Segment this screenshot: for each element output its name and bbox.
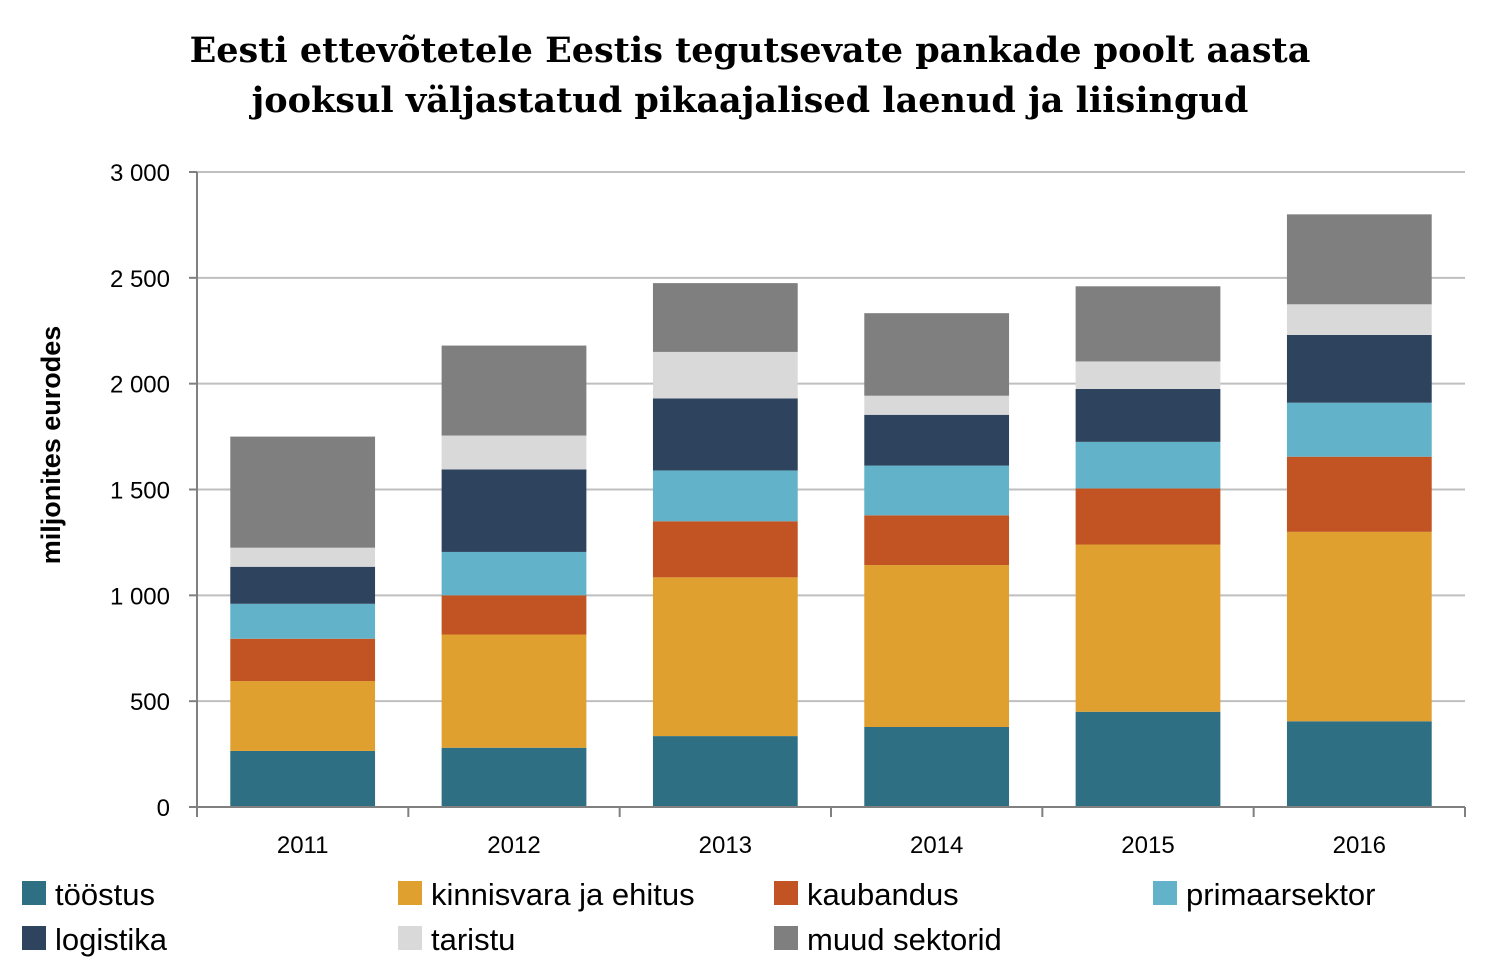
legend-item: logistika: [22, 922, 168, 957]
legend-item: kinnisvara ja ehitus: [398, 877, 695, 912]
bar-segment: [1075, 361, 1221, 389]
legend-label: taristu: [431, 922, 515, 957]
bar-segment: [441, 747, 587, 807]
bar-segment: [1075, 388, 1221, 442]
bar-segment: [230, 603, 376, 639]
bar-segment: [1075, 286, 1221, 362]
bar-segment: [1075, 441, 1221, 489]
x-tick-label: 2015: [1121, 832, 1174, 859]
bar-segment: [864, 414, 1010, 466]
bar-segment: [652, 521, 798, 578]
legend-swatch: [774, 926, 798, 950]
legend-swatch: [398, 881, 422, 905]
bar-segment: [230, 638, 376, 682]
bar-segment: [652, 398, 798, 471]
legend-swatch: [22, 881, 46, 905]
bar-segment: [652, 283, 798, 352]
bar-segment: [652, 470, 798, 522]
legend: tööstus kinnisvara ja ehitus kaubandus prim…: [22, 877, 1376, 957]
bar-segment: [1286, 721, 1432, 807]
bar-segment: [864, 465, 1010, 516]
bar-segment: [1286, 531, 1432, 722]
bar-segment: [864, 515, 1010, 566]
axes: [189, 171, 1466, 817]
legend-item: taristu: [398, 922, 515, 957]
y-tick-labels: 0 500 1 000 1 500 2 000 2 500 3 000: [110, 160, 170, 822]
bars: [230, 214, 1432, 807]
x-tick-label: 2013: [699, 832, 752, 859]
y-tick-label: 3 000: [110, 160, 170, 187]
bar-segment: [864, 565, 1010, 727]
bar-segment: [230, 547, 376, 567]
bar-segment: [230, 566, 376, 604]
bar-segment: [652, 351, 798, 399]
x-tick-label: 2012: [487, 832, 540, 859]
bar-segment: [441, 595, 587, 635]
bar-segment: [864, 313, 1010, 396]
bar-segment: [1075, 488, 1221, 545]
y-tick-label: 0: [157, 795, 170, 822]
legend-swatch: [398, 926, 422, 950]
bar-segment: [441, 634, 587, 748]
y-tick-label: 500: [130, 689, 170, 716]
legend-item: kaubandus: [774, 877, 959, 912]
legend-label: logistika: [55, 922, 168, 957]
legend-label: muud sektorid: [807, 922, 1002, 957]
bar-segment: [441, 345, 587, 436]
chart-title-line-2: jooksul väljastatud pikaajalised laenud …: [249, 80, 1249, 121]
x-tick-label: 2011: [277, 832, 329, 859]
bar-segment: [652, 577, 798, 737]
y-axis-label: miljonites eurodes: [36, 326, 66, 565]
x-tick-label: 2016: [1333, 832, 1386, 859]
legend-swatch: [1153, 881, 1177, 905]
y-tick-label: 2 000: [110, 372, 170, 399]
bar-segment: [864, 726, 1010, 807]
x-tick-labels: 2011 2012 2013 2014 2015 2016: [277, 832, 1386, 859]
y-tick-label: 1 500: [110, 478, 170, 505]
bar-segment: [441, 551, 587, 596]
bar-segment: [230, 436, 376, 548]
legend-label: tööstus: [55, 877, 155, 912]
bar-segment: [1286, 304, 1432, 335]
legend-swatch: [774, 881, 798, 905]
y-tick-label: 2 500: [110, 266, 170, 293]
legend-item: primaarsektor: [1153, 877, 1376, 912]
y-tick-label: 1 000: [110, 583, 170, 610]
bar-segment: [1286, 402, 1432, 457]
bar-segment: [1075, 711, 1221, 807]
chart-title-line-1: Eesti ettevõtetele Eestis tegutsevate pa…: [190, 30, 1311, 71]
gridlines: [197, 171, 1465, 703]
bar-segment: [652, 736, 798, 807]
legend-swatch: [22, 926, 46, 950]
bar-segment: [441, 435, 587, 470]
legend-label: kinnisvara ja ehitus: [431, 877, 695, 912]
x-tick-label: 2014: [910, 832, 963, 859]
legend-item: tööstus: [22, 877, 155, 912]
bar-segment: [441, 469, 587, 552]
legend-item: muud sektorid: [774, 922, 1002, 957]
bar-segment: [1075, 544, 1221, 712]
legend-label: kaubandus: [807, 877, 959, 912]
bar-segment: [230, 681, 376, 751]
bar-segment: [1286, 214, 1432, 305]
bar-segment: [230, 750, 376, 807]
bar-segment: [1286, 456, 1432, 532]
bar-segment: [864, 395, 1010, 415]
legend-label: primaarsektor: [1186, 877, 1376, 912]
bar-segment: [1286, 334, 1432, 403]
